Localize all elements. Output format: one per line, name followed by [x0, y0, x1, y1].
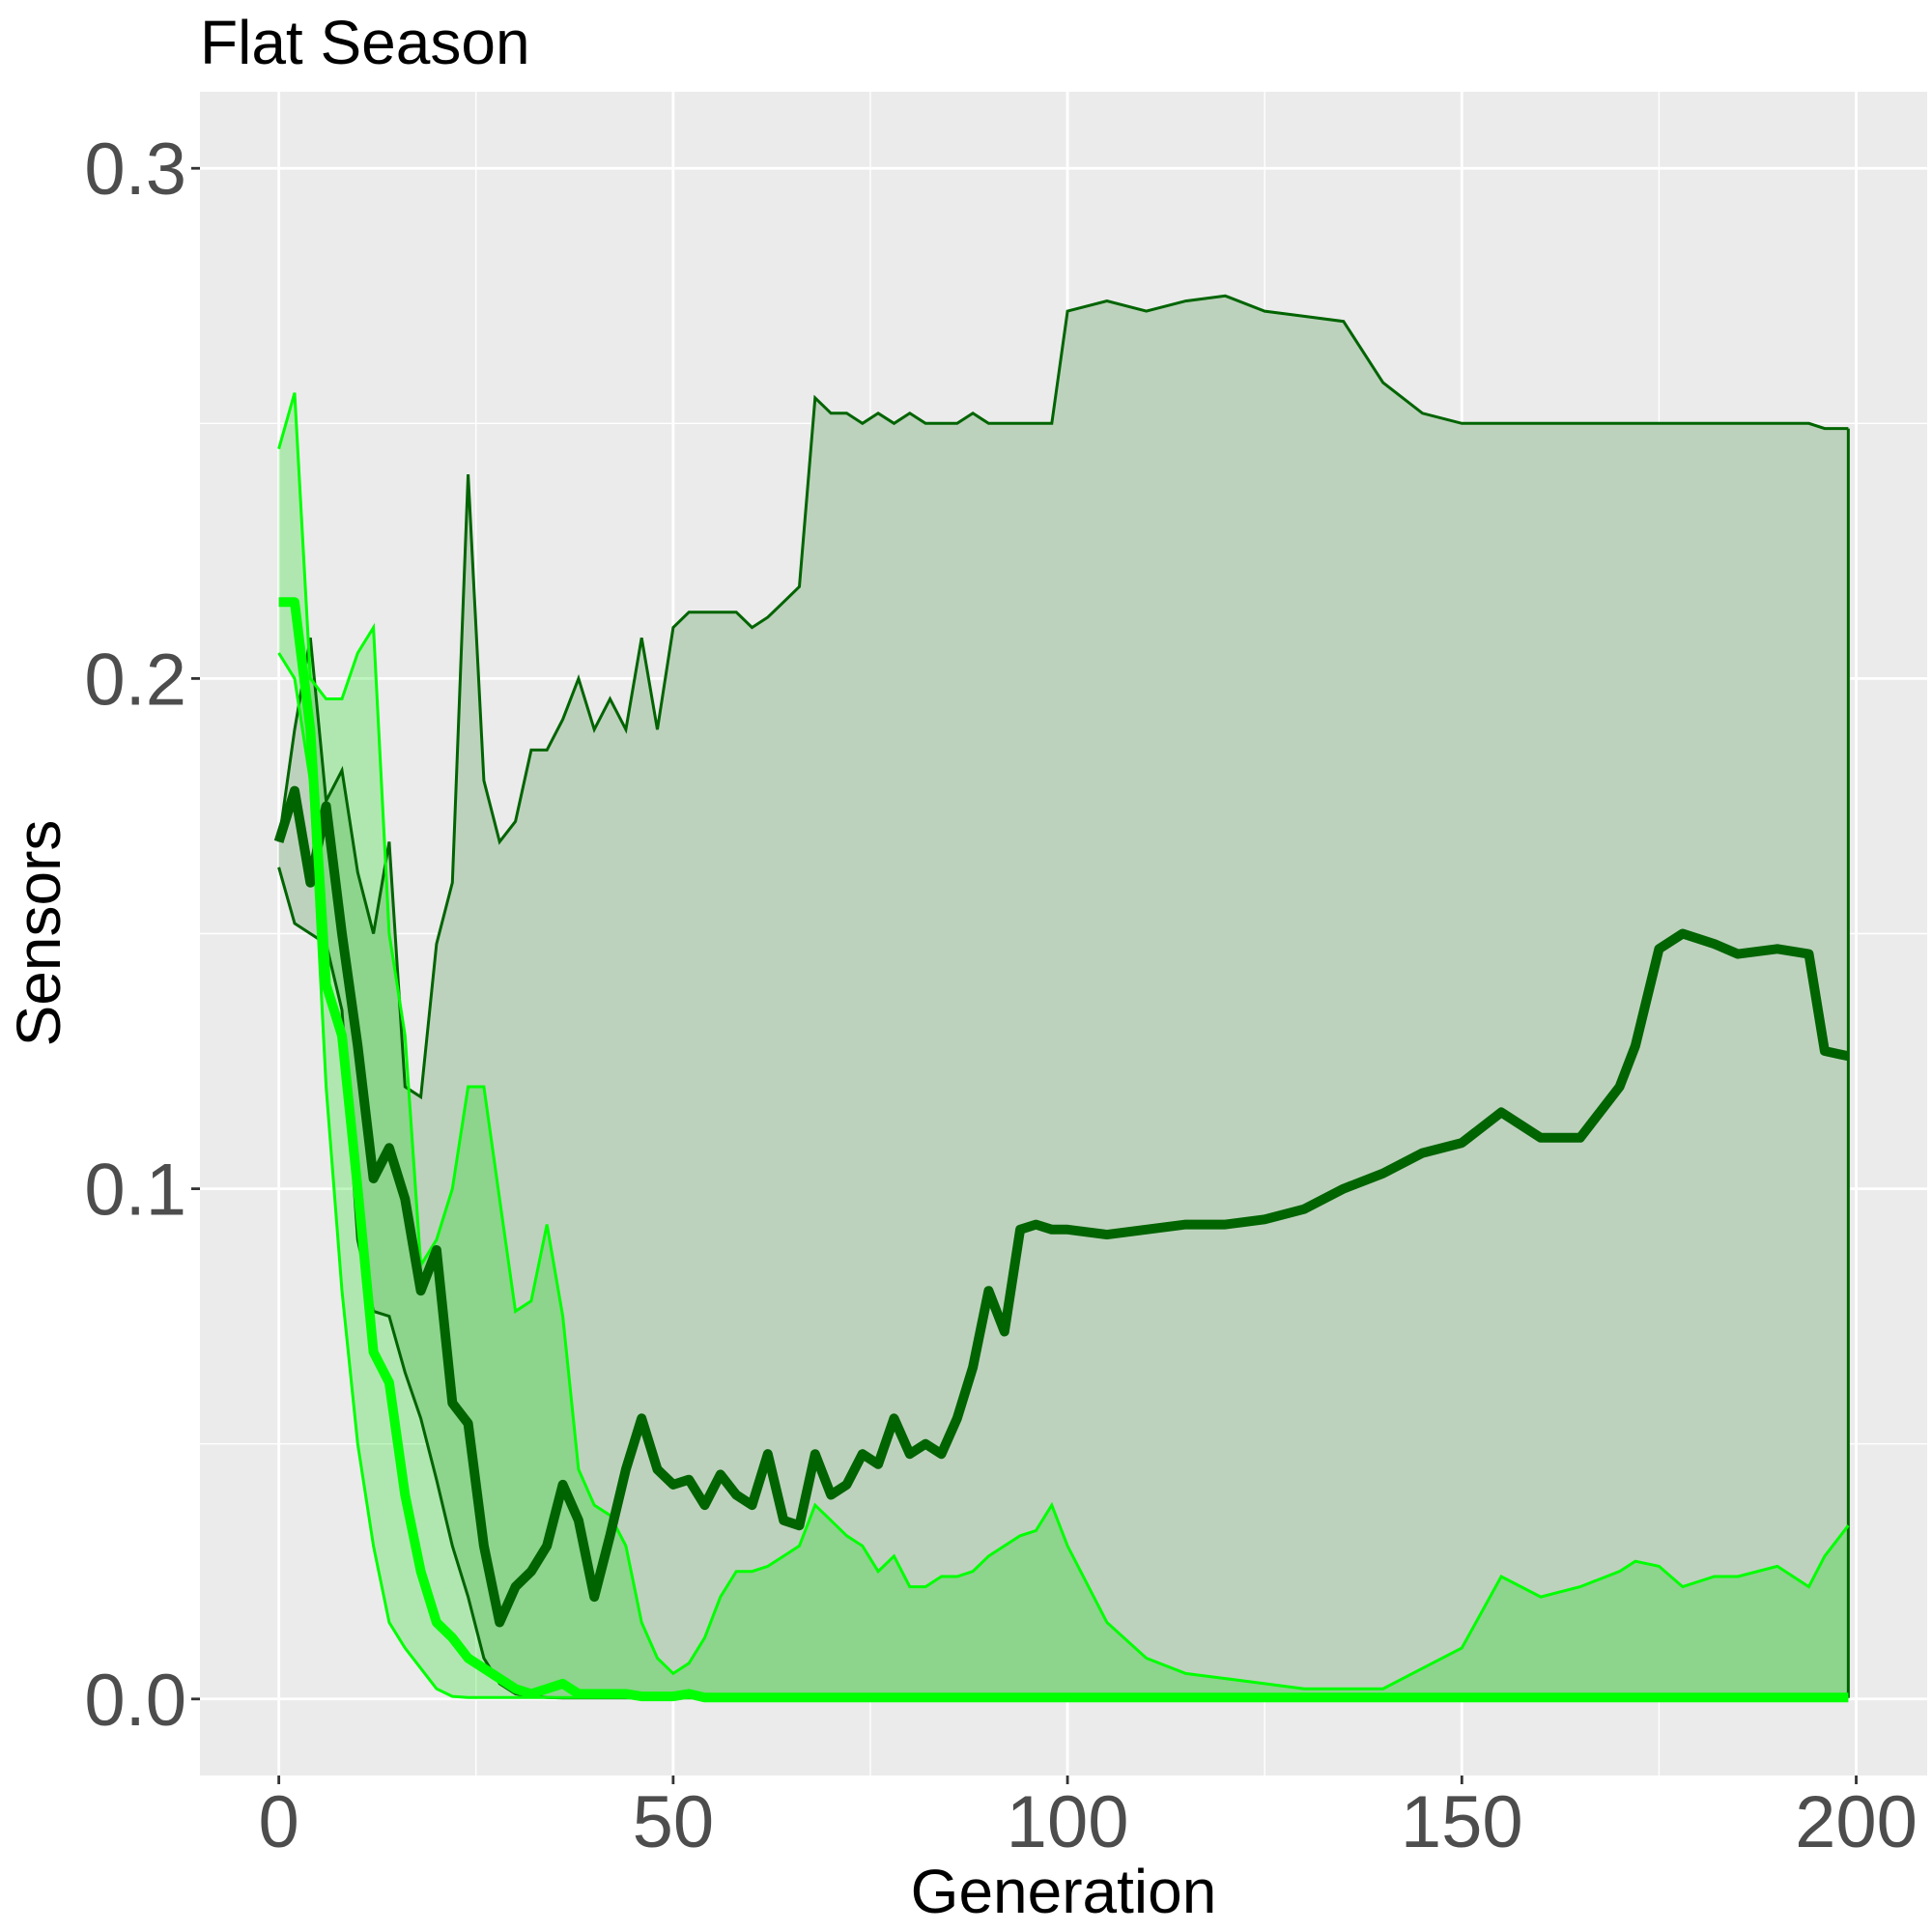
x-axis-title: Generation — [911, 1857, 1217, 1926]
dark-series-mean-line — [273, 785, 1850, 1628]
mean-lines — [273, 597, 1850, 1703]
y-tick-label: 0.2 — [84, 639, 186, 721]
x-axis: 0 50 100 150 200 — [259, 1776, 1918, 1863]
light-series-mean-line — [278, 597, 1849, 1703]
x-tick-label: 100 — [1007, 1781, 1129, 1863]
x-tick-label: 50 — [633, 1781, 715, 1863]
light-series-band — [278, 392, 1849, 1698]
x-tick-label: 0 — [259, 1781, 299, 1863]
chart-title: Flat Season — [200, 8, 530, 77]
y-axis-title: Sensors — [4, 820, 73, 1047]
y-tick-label: 0.0 — [84, 1660, 186, 1742]
x-tick-label: 150 — [1401, 1781, 1523, 1863]
y-tick-label: 0.3 — [84, 128, 186, 211]
y-axis: 0.0 0.1 0.2 0.3 — [84, 128, 200, 1742]
x-tick-label: 200 — [1795, 1781, 1918, 1863]
light-series-upper-line — [277, 392, 1850, 1690]
dark-series-upper-line — [277, 294, 1849, 1100]
y-tick-label: 0.1 — [84, 1150, 186, 1232]
